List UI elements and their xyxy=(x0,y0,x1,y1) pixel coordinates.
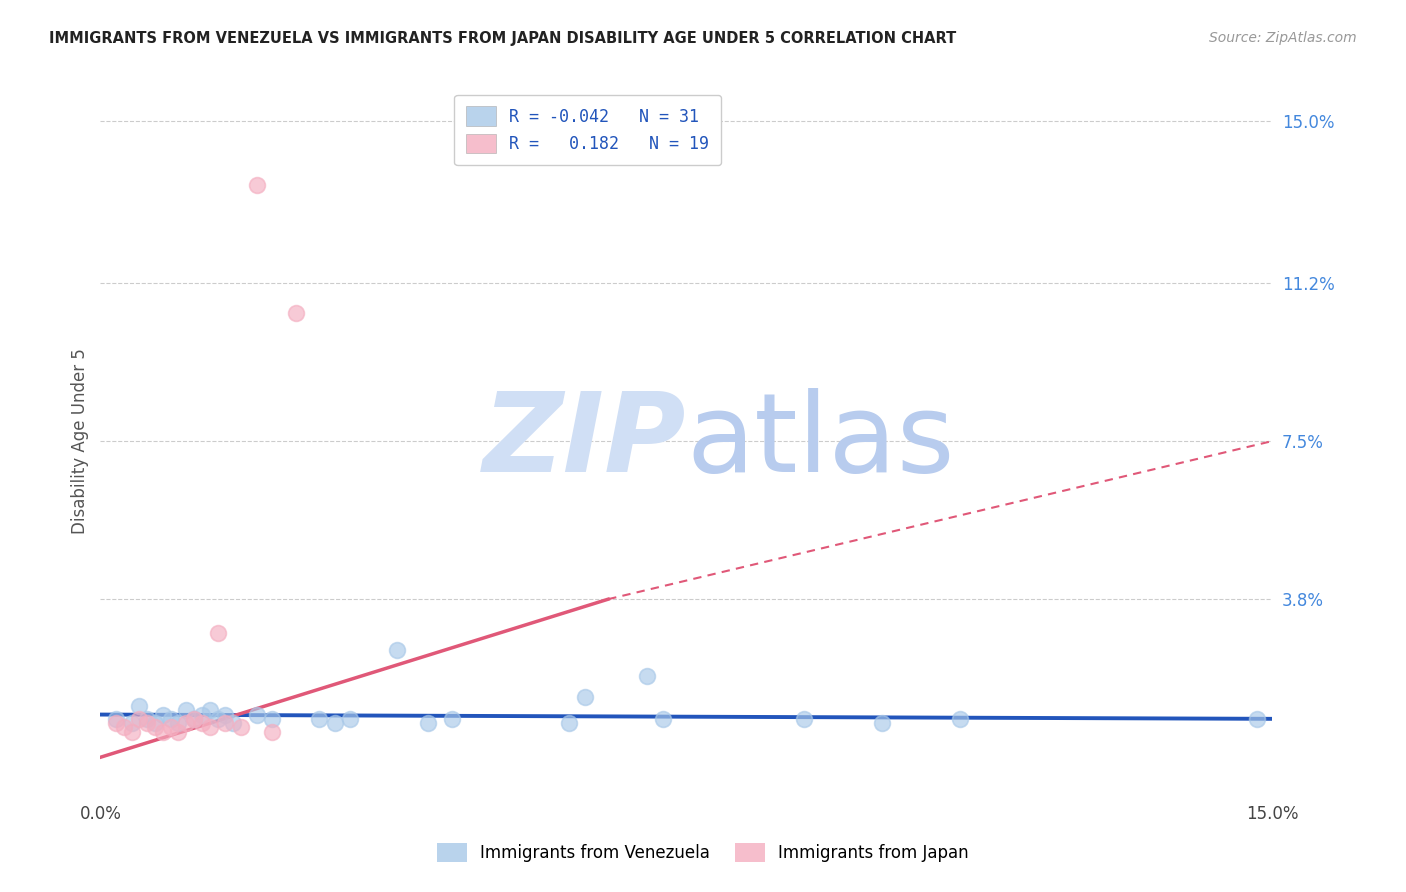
Point xyxy=(284,306,307,320)
Point xyxy=(198,703,221,717)
Point xyxy=(214,707,236,722)
Point xyxy=(143,720,166,734)
Point xyxy=(121,716,143,731)
Text: Source: ZipAtlas.com: Source: ZipAtlas.com xyxy=(1209,31,1357,45)
Point xyxy=(167,716,190,731)
Point xyxy=(387,643,409,657)
Point xyxy=(246,707,269,722)
Point xyxy=(143,716,166,731)
Point xyxy=(152,724,174,739)
Point xyxy=(191,716,214,731)
Point xyxy=(136,712,159,726)
Point xyxy=(136,716,159,731)
Point xyxy=(1246,712,1268,726)
Point xyxy=(323,716,346,731)
Text: ZIP: ZIP xyxy=(482,387,686,494)
Point xyxy=(207,712,229,726)
Point xyxy=(651,712,673,726)
Text: atlas: atlas xyxy=(686,387,955,494)
Point xyxy=(128,712,150,726)
Point xyxy=(183,712,205,726)
Point xyxy=(121,724,143,739)
Point xyxy=(159,712,181,726)
Point xyxy=(159,720,181,734)
Point xyxy=(174,716,197,731)
Point xyxy=(104,712,127,726)
Point xyxy=(128,698,150,713)
Point xyxy=(222,716,245,731)
Point xyxy=(214,716,236,731)
Y-axis label: Disability Age Under 5: Disability Age Under 5 xyxy=(72,348,89,534)
Point xyxy=(191,707,214,722)
Point xyxy=(949,712,972,726)
Point xyxy=(183,712,205,726)
Legend: R = -0.042   N = 31, R =   0.182   N = 19: R = -0.042 N = 31, R = 0.182 N = 19 xyxy=(454,95,721,165)
Point xyxy=(440,712,463,726)
Point xyxy=(174,703,197,717)
Point xyxy=(112,720,135,734)
Point xyxy=(167,724,190,739)
Point xyxy=(104,716,127,731)
Point xyxy=(558,716,581,731)
Text: IMMIGRANTS FROM VENEZUELA VS IMMIGRANTS FROM JAPAN DISABILITY AGE UNDER 5 CORREL: IMMIGRANTS FROM VENEZUELA VS IMMIGRANTS … xyxy=(49,31,956,46)
Point xyxy=(207,626,229,640)
Point xyxy=(246,178,269,192)
Point xyxy=(418,716,440,731)
Point xyxy=(636,669,658,683)
Point xyxy=(198,720,221,734)
Point xyxy=(339,712,361,726)
Point xyxy=(308,712,330,726)
Point xyxy=(229,720,252,734)
Point xyxy=(262,712,284,726)
Point xyxy=(152,707,174,722)
Point xyxy=(870,716,893,731)
Point xyxy=(792,712,814,726)
Point xyxy=(574,690,596,705)
Point xyxy=(262,724,284,739)
Legend: Immigrants from Venezuela, Immigrants from Japan: Immigrants from Venezuela, Immigrants fr… xyxy=(429,834,977,871)
